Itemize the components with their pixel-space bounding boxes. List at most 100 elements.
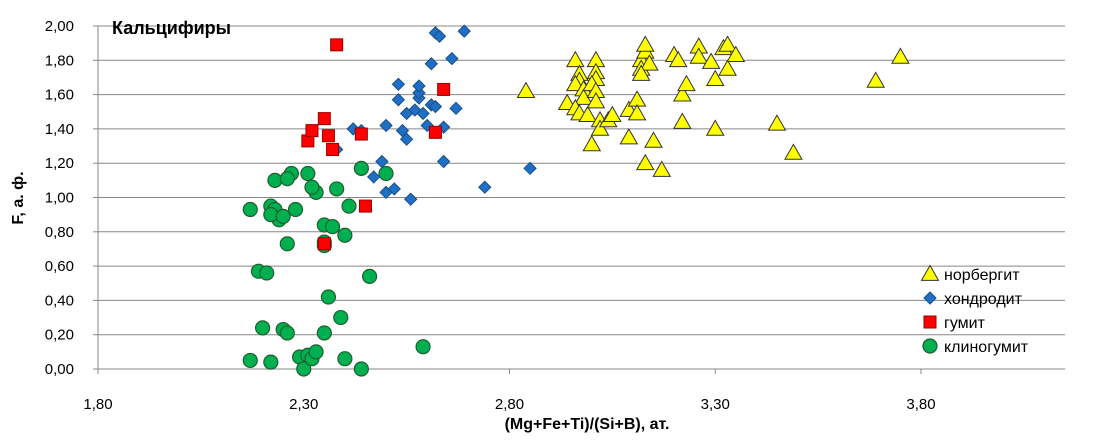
series-circle [242, 160, 431, 377]
data-point-triangle [866, 71, 886, 88]
y-tick-label: 2,00 [45, 18, 74, 35]
data-point-circle [316, 325, 332, 341]
data-point-diamond [366, 170, 381, 184]
legend-marker-circle [922, 338, 938, 354]
series-square [301, 38, 451, 251]
x-tick-label: 3,30 [701, 396, 730, 413]
data-point-triangle [582, 134, 602, 152]
x-tick-label: 3,80 [906, 396, 935, 413]
data-point-triangle [640, 54, 659, 71]
data-point-triangle [565, 50, 585, 68]
data-point-diamond [412, 79, 426, 93]
data-point-triangle [718, 59, 737, 76]
data-point-square [317, 237, 331, 251]
data-point-diamond [375, 154, 389, 169]
data-point-circle [329, 181, 345, 197]
y-axis-title: F, а. ф. [10, 171, 27, 224]
series-diamond [329, 24, 537, 206]
data-point-triangle [631, 64, 651, 81]
data-point-circle [275, 208, 291, 224]
data-point-diamond [449, 101, 463, 116]
data-point-circle [308, 344, 324, 360]
legend-label: клиногумит [944, 339, 1029, 356]
data-point-circle [279, 236, 295, 252]
legend-label: хондродит [944, 291, 1023, 308]
y-tick-label: 1,80 [45, 52, 74, 69]
data-point-circle [341, 198, 357, 214]
y-tick-label: 1,40 [45, 121, 74, 138]
x-tick-label: 1,80 [83, 396, 112, 413]
data-point-circle [263, 207, 279, 223]
data-point-diamond [412, 86, 426, 100]
data-point-triangle [705, 69, 725, 87]
data-point-square [354, 127, 368, 141]
data-point-circle [242, 352, 258, 369]
y-tick-label: 1,20 [45, 155, 74, 172]
data-point-circle [300, 165, 316, 182]
data-point-circle [353, 160, 369, 176]
y-tick-label: 0,20 [45, 327, 74, 344]
data-point-circle [267, 172, 283, 188]
data-point-triangle [644, 131, 663, 148]
data-point-triangle [672, 112, 692, 129]
data-point-triangle [677, 74, 696, 92]
data-point-circle [324, 219, 341, 235]
data-point-diamond [387, 182, 401, 196]
data-point-triangle [668, 50, 688, 68]
data-point-square [437, 82, 451, 96]
data-point-triangle [590, 119, 610, 136]
x-tick-label: 2,30 [289, 396, 318, 413]
chart-title: Кальцифиры [112, 18, 231, 38]
data-point-triangle [627, 90, 647, 107]
data-point-diamond [391, 77, 406, 92]
data-point-diamond [428, 99, 443, 114]
data-point-triangle [701, 52, 721, 69]
data-point-square [330, 38, 344, 52]
data-point-circle [263, 354, 279, 370]
data-point-triangle [635, 153, 655, 171]
series-triangle [516, 35, 910, 177]
data-point-circle [361, 268, 378, 284]
data-point-triangle [689, 47, 709, 64]
data-point-circle [353, 361, 369, 377]
data-point-diamond [379, 118, 393, 133]
data-point-circle [415, 339, 431, 355]
data-point-circle [333, 309, 349, 326]
data-point-triangle [516, 81, 536, 99]
data-point-circle [279, 325, 295, 341]
data-point-diamond [457, 24, 471, 38]
x-axis-title: (Mg+Fe+Ti)/(Si+B), ат. [505, 416, 670, 433]
legend: норбергит хондродит гумит клиногумит [920, 264, 1029, 356]
x-tick-label: 2,80 [495, 396, 524, 413]
data-point-triangle [619, 127, 639, 145]
data-point-diamond [523, 161, 537, 176]
data-point-circle [296, 361, 312, 377]
legend-label: гумит [944, 315, 986, 332]
data-point-triangle [726, 45, 746, 63]
x-tick-labels: 1,80 2,30 2,80 3,30 3,80 [83, 396, 935, 413]
data-point-circle [259, 265, 275, 281]
data-point-diamond [436, 154, 451, 169]
data-point-circle [304, 179, 320, 195]
data-point-square [326, 142, 340, 156]
data-point-triangle [652, 160, 672, 177]
legend-label: норбергит [944, 267, 1020, 284]
legend-marker-square [923, 315, 937, 329]
data-point-square [305, 124, 319, 138]
data-point-triangle [718, 35, 737, 52]
axes [97, 26, 1065, 374]
data-point-circle [254, 320, 271, 336]
data-point-circle [337, 227, 353, 243]
y-tick-label: 1,00 [45, 190, 74, 207]
data-point-diamond [404, 192, 418, 206]
data-point-triangle [705, 119, 725, 136]
data-point-circle [287, 201, 304, 218]
y-tick-labels: 0,00 0,20 0,40 0,60 0,80 1,00 1,20 1,40 1,60 1,80… [45, 18, 74, 378]
data-point-triangle [672, 85, 692, 102]
y-tick-label: 0,40 [45, 292, 74, 309]
data-point-diamond [391, 93, 406, 107]
data-point-triangle [578, 105, 598, 123]
data-point-diamond [424, 57, 439, 71]
data-point-diamond [478, 180, 492, 194]
data-point-diamond [416, 106, 430, 121]
